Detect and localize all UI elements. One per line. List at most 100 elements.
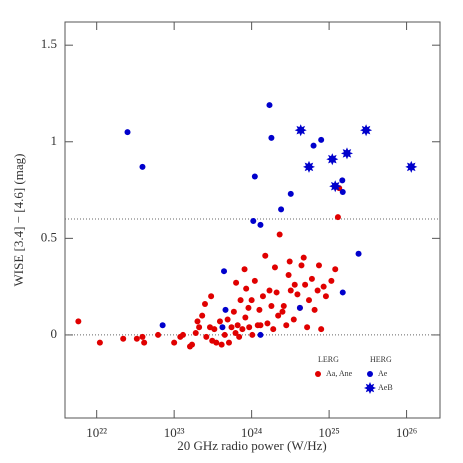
point <box>257 322 264 329</box>
x-tick-label: 10²³ <box>164 425 185 440</box>
point <box>239 326 246 333</box>
point <box>242 314 249 321</box>
point <box>264 320 271 327</box>
point <box>201 301 208 308</box>
legend-swatch <box>367 371 373 377</box>
point <box>268 302 275 309</box>
star-marker <box>303 160 315 173</box>
point <box>211 326 218 333</box>
point <box>322 293 329 300</box>
point <box>243 285 250 292</box>
point <box>355 250 362 257</box>
point <box>308 275 315 282</box>
point <box>218 341 225 348</box>
star-marker <box>294 124 307 137</box>
point <box>339 177 346 184</box>
point <box>203 333 210 340</box>
point <box>262 252 269 259</box>
point <box>283 322 290 329</box>
point <box>194 318 201 325</box>
legend-group-title: HERG <box>370 355 392 364</box>
point <box>241 266 248 273</box>
point <box>318 326 325 333</box>
star-marker <box>360 124 373 137</box>
point <box>271 264 278 271</box>
point <box>245 304 252 311</box>
x-axis-label: 20 GHz radio power (W/Hz) <box>177 438 326 453</box>
point <box>256 306 263 313</box>
point <box>287 190 294 197</box>
point <box>259 293 266 300</box>
point <box>219 324 226 331</box>
point <box>328 277 335 284</box>
point <box>279 308 286 315</box>
y-tick-label: 1.5 <box>41 36 57 51</box>
point <box>216 318 223 325</box>
legend-label: AeB <box>378 383 393 392</box>
point <box>133 335 140 342</box>
point <box>179 331 186 338</box>
point <box>233 279 240 286</box>
x-tick-label: 10²⁶ <box>396 425 417 440</box>
point <box>318 136 325 143</box>
point <box>141 339 148 346</box>
y-tick-label: 0.5 <box>41 229 57 244</box>
point <box>270 326 277 333</box>
point <box>139 333 146 340</box>
point <box>339 289 346 296</box>
point <box>213 339 220 346</box>
point <box>159 322 166 329</box>
point <box>232 330 239 337</box>
point <box>228 324 235 331</box>
point <box>310 142 317 149</box>
legend-swatch <box>364 382 376 394</box>
point <box>266 287 273 294</box>
point <box>199 312 206 319</box>
point <box>268 134 275 141</box>
point <box>139 163 146 170</box>
point <box>257 331 264 338</box>
point <box>273 289 280 296</box>
point <box>294 291 301 298</box>
point <box>75 318 82 325</box>
y-axis-label: WISE [3.4] − [4.6] (mag) <box>11 154 26 287</box>
point <box>280 302 287 309</box>
point <box>285 272 292 279</box>
point <box>290 316 297 323</box>
point <box>171 339 178 346</box>
star-marker <box>341 147 353 160</box>
point <box>222 306 229 313</box>
point <box>315 262 322 269</box>
y-tick-label: 1 <box>51 133 58 148</box>
point <box>302 281 309 288</box>
point <box>286 258 293 265</box>
point <box>304 324 311 331</box>
point <box>246 324 253 331</box>
point <box>266 102 273 109</box>
point <box>221 268 228 275</box>
y-tick-label: 0 <box>51 326 58 341</box>
point <box>300 254 307 261</box>
legend-swatch <box>315 371 321 377</box>
point <box>257 221 264 228</box>
star-marker <box>326 153 339 166</box>
point <box>275 312 282 319</box>
star-marker <box>329 180 342 193</box>
x-tick-label: 10²⁵ <box>318 425 339 440</box>
point <box>249 331 256 338</box>
point <box>221 331 228 338</box>
point <box>248 297 255 304</box>
point <box>124 129 131 136</box>
point <box>192 330 199 337</box>
point <box>196 324 203 331</box>
point <box>225 339 232 346</box>
plot-frame <box>64 21 441 419</box>
point <box>298 262 305 269</box>
point <box>96 339 103 346</box>
point <box>287 287 294 294</box>
x-tick-label: 10²² <box>86 425 107 440</box>
point <box>237 297 244 304</box>
point <box>296 304 303 311</box>
point <box>305 297 312 304</box>
